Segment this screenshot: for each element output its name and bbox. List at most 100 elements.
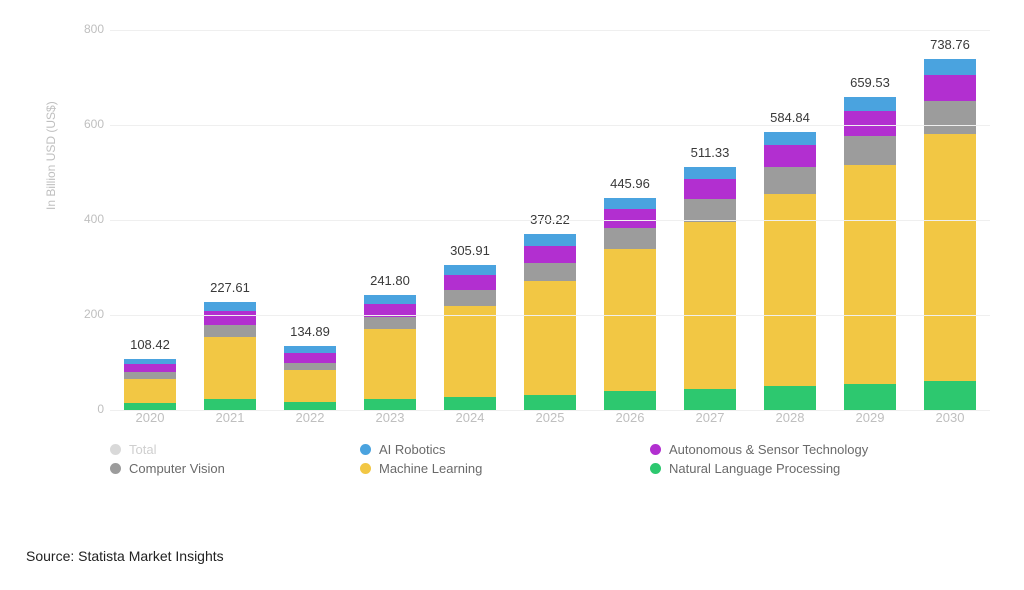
gridline [110, 220, 990, 221]
bar-column: 511.33 [684, 167, 737, 410]
legend-label: Natural Language Processing [669, 461, 840, 476]
bar-column: 241.80 [364, 295, 417, 410]
legend-swatch-icon [110, 444, 121, 455]
x-tick-label: 2026 [590, 410, 670, 425]
legend-swatch-icon [650, 444, 661, 455]
bar-total-label: 305.91 [450, 243, 490, 258]
bar-segment-ml [924, 134, 977, 381]
legend-item-air: AI Robotics [360, 442, 650, 457]
legend-item-ast: Autonomous & Sensor Technology [650, 442, 950, 457]
legend-item-nlp: Natural Language Processing [650, 461, 950, 476]
bar-segment-ast [524, 246, 577, 263]
source-text: Source: Statista Market Insights [26, 548, 224, 564]
legend-swatch-icon [110, 463, 121, 474]
bar-segment-ml [604, 249, 657, 391]
bar-segment-ast [684, 179, 737, 199]
bar-segment-nlp [924, 381, 977, 410]
bar-segment-nlp [124, 403, 177, 410]
bar-segment-ml [204, 337, 257, 399]
y-tick-label: 0 [70, 402, 104, 416]
legend-label: Total [129, 442, 156, 457]
x-tick-label: 2020 [110, 410, 190, 425]
bar-segment-cv [844, 136, 897, 165]
bar-segment-ml [124, 379, 177, 404]
legend-label: Autonomous & Sensor Technology [669, 442, 868, 457]
bar-segment-ast [204, 311, 257, 324]
bar-segment-nlp [684, 389, 737, 410]
legend-label: Machine Learning [379, 461, 482, 476]
bar-segment-nlp [524, 395, 577, 410]
bar-total-label: 241.80 [370, 273, 410, 288]
bar-segment-cv [684, 199, 737, 223]
chart-container: In Billion USD (US$) 108.42227.61134.892… [40, 10, 1000, 510]
legend-label: Computer Vision [129, 461, 225, 476]
bar-segment-air [444, 265, 497, 275]
bar-total-label: 659.53 [850, 75, 890, 90]
bar-segment-nlp [364, 399, 417, 410]
bar-total-label: 134.89 [290, 324, 330, 339]
bar-segment-ast [124, 364, 177, 372]
bar-segment-ml [284, 370, 337, 402]
legend-swatch-icon [360, 444, 371, 455]
legend: Total AI Robotics Autonomous & Sensor Tech… [110, 442, 990, 476]
bar-total-label: 511.33 [691, 145, 730, 160]
bar-segment-ast [284, 353, 337, 362]
x-axis: 2020202120222023202420252026202720282029… [110, 410, 990, 434]
bar-segment-ast [604, 209, 657, 228]
bar-segment-ml [524, 281, 577, 395]
y-tick-label: 400 [70, 212, 104, 226]
bar-column: 108.42 [124, 359, 177, 410]
bar-segment-nlp [284, 402, 337, 410]
bar-segment-cv [444, 290, 497, 305]
y-tick-label: 600 [70, 117, 104, 131]
bar-column: 227.61 [204, 302, 257, 410]
bar-column: 445.96 [604, 198, 657, 410]
legend-item-ml: Machine Learning [360, 461, 650, 476]
bar-column: 370.22 [524, 234, 577, 410]
x-tick-label: 2030 [910, 410, 990, 425]
bar-segment-nlp [844, 384, 897, 410]
bar-column: 584.84 [764, 132, 817, 410]
bar-total-label: 108.42 [130, 337, 170, 352]
bar-segment-cv [604, 228, 657, 249]
bar-segment-cv [284, 363, 337, 371]
bar-total-label: 738.76 [930, 37, 970, 52]
y-tick-label: 800 [70, 22, 104, 36]
bar-segment-air [364, 295, 417, 303]
bar-segment-cv [364, 317, 417, 329]
bar-total-label: 584.84 [770, 110, 810, 125]
bar-segment-ml [764, 194, 817, 386]
bar-column: 305.91 [444, 265, 497, 410]
y-tick-label: 200 [70, 307, 104, 321]
bar-segment-cv [124, 372, 177, 379]
legend-label: AI Robotics [379, 442, 445, 457]
bar-segment-air [284, 346, 337, 353]
legend-swatch-icon [650, 463, 661, 474]
bar-total-label: 227.61 [210, 280, 250, 295]
x-tick-label: 2029 [830, 410, 910, 425]
x-tick-label: 2021 [190, 410, 270, 425]
bar-segment-ml [364, 329, 417, 398]
legend-item-cv: Computer Vision [110, 461, 360, 476]
bar-segment-nlp [444, 397, 497, 410]
bar-segment-air [524, 234, 577, 246]
bar-segment-air [604, 198, 657, 208]
bar-segment-ml [844, 165, 897, 383]
bar-segment-ml [444, 306, 497, 397]
gridline [110, 30, 990, 31]
x-tick-label: 2024 [430, 410, 510, 425]
bar-segment-cv [204, 325, 257, 337]
bar-segment-cv [764, 167, 817, 194]
legend-item-total: Total [110, 442, 360, 457]
bar-segment-air [844, 97, 897, 112]
bar-total-label: 445.96 [610, 176, 650, 191]
bar-segment-ast [764, 145, 817, 167]
x-tick-label: 2022 [270, 410, 350, 425]
bar-segment-nlp [204, 399, 257, 410]
bar-segment-ml [684, 222, 737, 388]
bar-column: 659.53 [844, 97, 897, 410]
x-tick-label: 2023 [350, 410, 430, 425]
x-tick-label: 2028 [750, 410, 830, 425]
bar-segment-air [924, 59, 977, 75]
bar-segment-cv [924, 101, 977, 133]
